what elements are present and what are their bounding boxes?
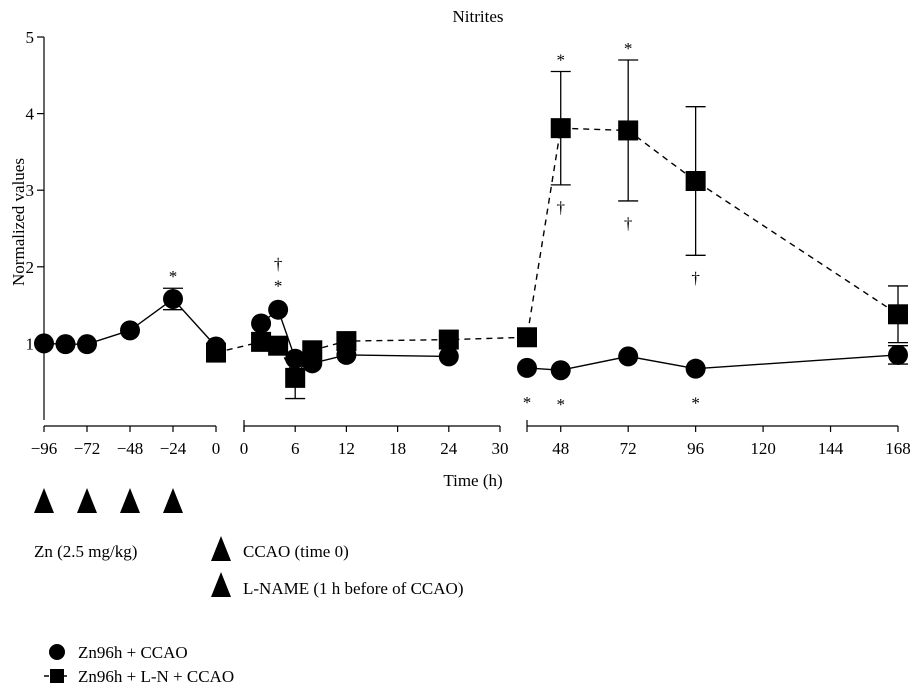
square-marker <box>285 367 306 388</box>
circle-marker <box>77 334 97 355</box>
x-tick-label: 72 <box>620 439 637 458</box>
significance-mark-below: † <box>556 198 565 217</box>
zn-triangle-icon <box>77 488 97 513</box>
significance-mark-below: * <box>556 395 565 414</box>
zn-treatment-triangles <box>34 488 183 513</box>
y-tick-label: 5 <box>26 28 35 47</box>
x-tick-label: −24 <box>160 439 187 458</box>
x-tick-label: 18 <box>389 439 406 458</box>
x-tick-label: 168 <box>885 439 911 458</box>
zn-triangle-icon <box>163 488 183 513</box>
data-markers <box>34 118 908 388</box>
significance-dagger: † <box>274 255 283 274</box>
significance-mark-below: * <box>523 393 532 412</box>
significance-mark-below: † <box>624 214 633 233</box>
circle-marker <box>685 358 706 379</box>
circle-marker <box>438 346 459 367</box>
x-tick-label: 0 <box>212 439 221 458</box>
lname-triangle-icon <box>211 572 231 597</box>
square-marker <box>550 118 571 139</box>
square-marker <box>251 331 272 352</box>
series-lines <box>43 127 899 380</box>
circle-marker <box>517 357 537 378</box>
x-tick-label: 144 <box>818 439 844 458</box>
square-marker <box>517 327 537 348</box>
legend: Zn96h + CCAO Zn96h + L-N + CCAO <box>44 643 234 686</box>
x-axis-label: Time (h) <box>443 471 502 490</box>
zn-dose-label: Zn (2.5 mg/kg) <box>34 542 137 561</box>
x-tick-label: 30 <box>492 439 509 458</box>
circle-marker <box>251 313 272 334</box>
ccao-label: CCAO (time 0) <box>243 542 349 561</box>
y-tick-label: 2 <box>26 258 35 277</box>
circle-marker <box>618 346 639 367</box>
circle-marker <box>550 360 571 381</box>
significance-asterisk: * <box>624 39 633 58</box>
x-tick-label: −48 <box>117 439 144 458</box>
y-tick-label: 1 <box>26 334 35 353</box>
ccao-triangle-icon <box>211 536 231 561</box>
significance-mark-below: † <box>691 268 700 287</box>
zn-triangle-icon <box>120 488 140 513</box>
legend-square-marker-icon <box>50 669 64 683</box>
square-marker <box>685 171 706 192</box>
x-tick-label: 6 <box>291 439 300 458</box>
zn-triangle-icon <box>34 488 54 513</box>
square-marker <box>618 120 639 141</box>
significance-asterisk: * <box>274 277 283 296</box>
x-tick-label: 24 <box>440 439 458 458</box>
circle-marker <box>34 333 54 354</box>
square-marker <box>302 340 323 361</box>
legend-circle-marker-icon <box>49 644 65 660</box>
circle-marker <box>163 288 183 309</box>
significance-mark-below: * <box>691 394 700 413</box>
significance-asterisk: * <box>556 50 565 69</box>
circle-marker <box>120 320 140 341</box>
chart-title: Nitrites <box>453 7 504 26</box>
x-tick-label: 0 <box>240 439 249 458</box>
y-tick-label: 3 <box>26 181 35 200</box>
lname-label: L-NAME (1 h before of CCAO) <box>243 579 463 598</box>
x-tick-label: 96 <box>687 439 704 458</box>
y-axis-label: Normalized values <box>9 158 28 286</box>
series-line-circle <box>526 354 899 371</box>
x-tick-label: −96 <box>31 439 58 458</box>
circle-marker <box>888 344 908 365</box>
significance-asterisk: * <box>169 267 178 286</box>
square-marker <box>206 342 226 363</box>
y-tick-label: 4 <box>26 105 35 124</box>
x-tick-label: −72 <box>74 439 101 458</box>
square-marker <box>268 335 289 356</box>
x-tick-label: 12 <box>338 439 355 458</box>
legend-entry-square: Zn96h + L-N + CCAO <box>78 667 234 686</box>
legend-entry-circle: Zn96h + CCAO <box>78 643 188 662</box>
x-tick-label: 48 <box>552 439 569 458</box>
square-marker <box>888 304 908 325</box>
square-marker <box>438 329 459 350</box>
significance-marks: * * † * * * * † * † † <box>169 39 700 414</box>
square-marker <box>336 331 357 352</box>
circle-marker <box>285 348 306 369</box>
circle-marker <box>55 334 76 355</box>
x-tick-label: 120 <box>750 439 776 458</box>
circle-marker <box>268 299 289 320</box>
